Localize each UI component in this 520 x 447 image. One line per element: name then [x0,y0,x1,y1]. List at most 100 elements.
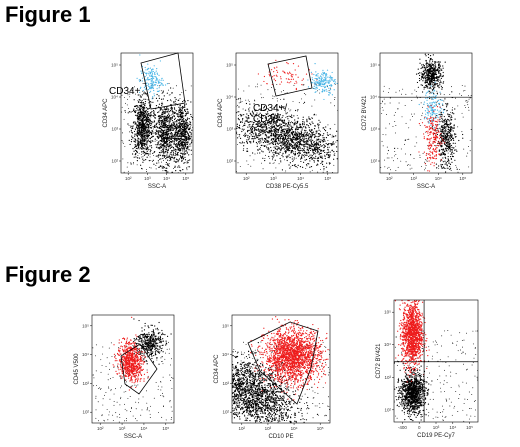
event-dot [147,102,149,104]
event-dot [165,133,167,135]
event-dot [432,71,435,74]
event-dot [248,124,250,126]
event-dot [310,136,312,139]
event-dot [127,123,129,125]
event-dot [253,122,255,124]
event-dot [328,87,330,89]
y-tick-label: 10⁴ [111,95,118,100]
event-dot [168,174,169,175]
event-dot [185,146,187,148]
event-dot [296,138,298,141]
event-dot [252,152,254,154]
event-dot [285,151,287,153]
event-dot [329,92,331,94]
event-dot [163,147,165,149]
event-dot [431,71,433,73]
event-dot [274,117,276,120]
event-dot [290,144,293,146]
event-dot [147,135,149,137]
event-dot [142,156,144,158]
event-dot [310,71,312,73]
event-dot [327,148,329,150]
event-dot [141,111,143,113]
event-dot [324,130,327,132]
event-dot [136,160,138,162]
event-dot [186,124,188,126]
event-dot [152,75,154,78]
event-dot [144,112,146,114]
event-dot [294,153,296,156]
event-dot [313,133,315,135]
event-dot [254,129,256,131]
event-dot [301,98,303,100]
event-dot [279,135,281,137]
event-dot [423,87,425,89]
event-dot [300,133,302,135]
event-dot [188,149,190,151]
event-dot [324,72,326,75]
event-dot [137,116,139,118]
event-dot [298,134,300,137]
event-dot [165,142,167,145]
event-dot [246,117,248,119]
event-dot [297,143,299,145]
event-dot [326,171,328,173]
event-dot [153,93,155,95]
event-dot [237,104,239,106]
event-dot [145,129,147,132]
event-dot [138,143,140,146]
event-dot [388,157,390,159]
event-dot [294,144,296,146]
event-dot [336,158,338,160]
event-dot [307,149,310,151]
event-dot [272,156,274,158]
event-dot [173,112,176,114]
event-dot [262,121,265,123]
event-dot [158,151,161,154]
event-dot [303,156,305,158]
event-dot [253,126,255,128]
event-dot [141,120,143,122]
event-dot [293,164,295,167]
event-dot [140,140,142,143]
event-dot [283,139,285,141]
event-dot [173,122,175,124]
event-dot [304,145,306,147]
event-dot [180,125,182,127]
event-dot [282,142,284,144]
event-dot [303,103,305,104]
event-dot [189,138,191,140]
event-dot [160,82,163,84]
event-dot [461,131,463,133]
event-dot [176,134,179,136]
event-dot [182,157,184,159]
event-dot [148,134,151,137]
event-dot [135,93,136,95]
event-dot [275,123,277,125]
event-dot [422,73,424,76]
event-dot [328,154,330,156]
event-dot [145,93,147,95]
event-dot [417,68,419,70]
event-dot [121,111,123,113]
event-dot [154,138,156,140]
event-dot [264,140,266,143]
event-dot [171,129,173,131]
event-dot [308,148,311,150]
event-dot [268,149,270,151]
event-dot [306,120,308,122]
event-dot [160,79,162,81]
event-dot [159,154,162,156]
event-dot [178,158,181,160]
event-dot [267,113,269,115]
event-dot [437,80,439,82]
event-dot [160,150,162,152]
event-dot [273,126,275,128]
event-dot [321,73,323,75]
event-dot [277,130,279,132]
event-dot [181,154,184,156]
event-dot [297,138,299,140]
event-dot [295,137,297,139]
x-tick-label: 10² [125,176,132,181]
event-dot [289,128,291,131]
